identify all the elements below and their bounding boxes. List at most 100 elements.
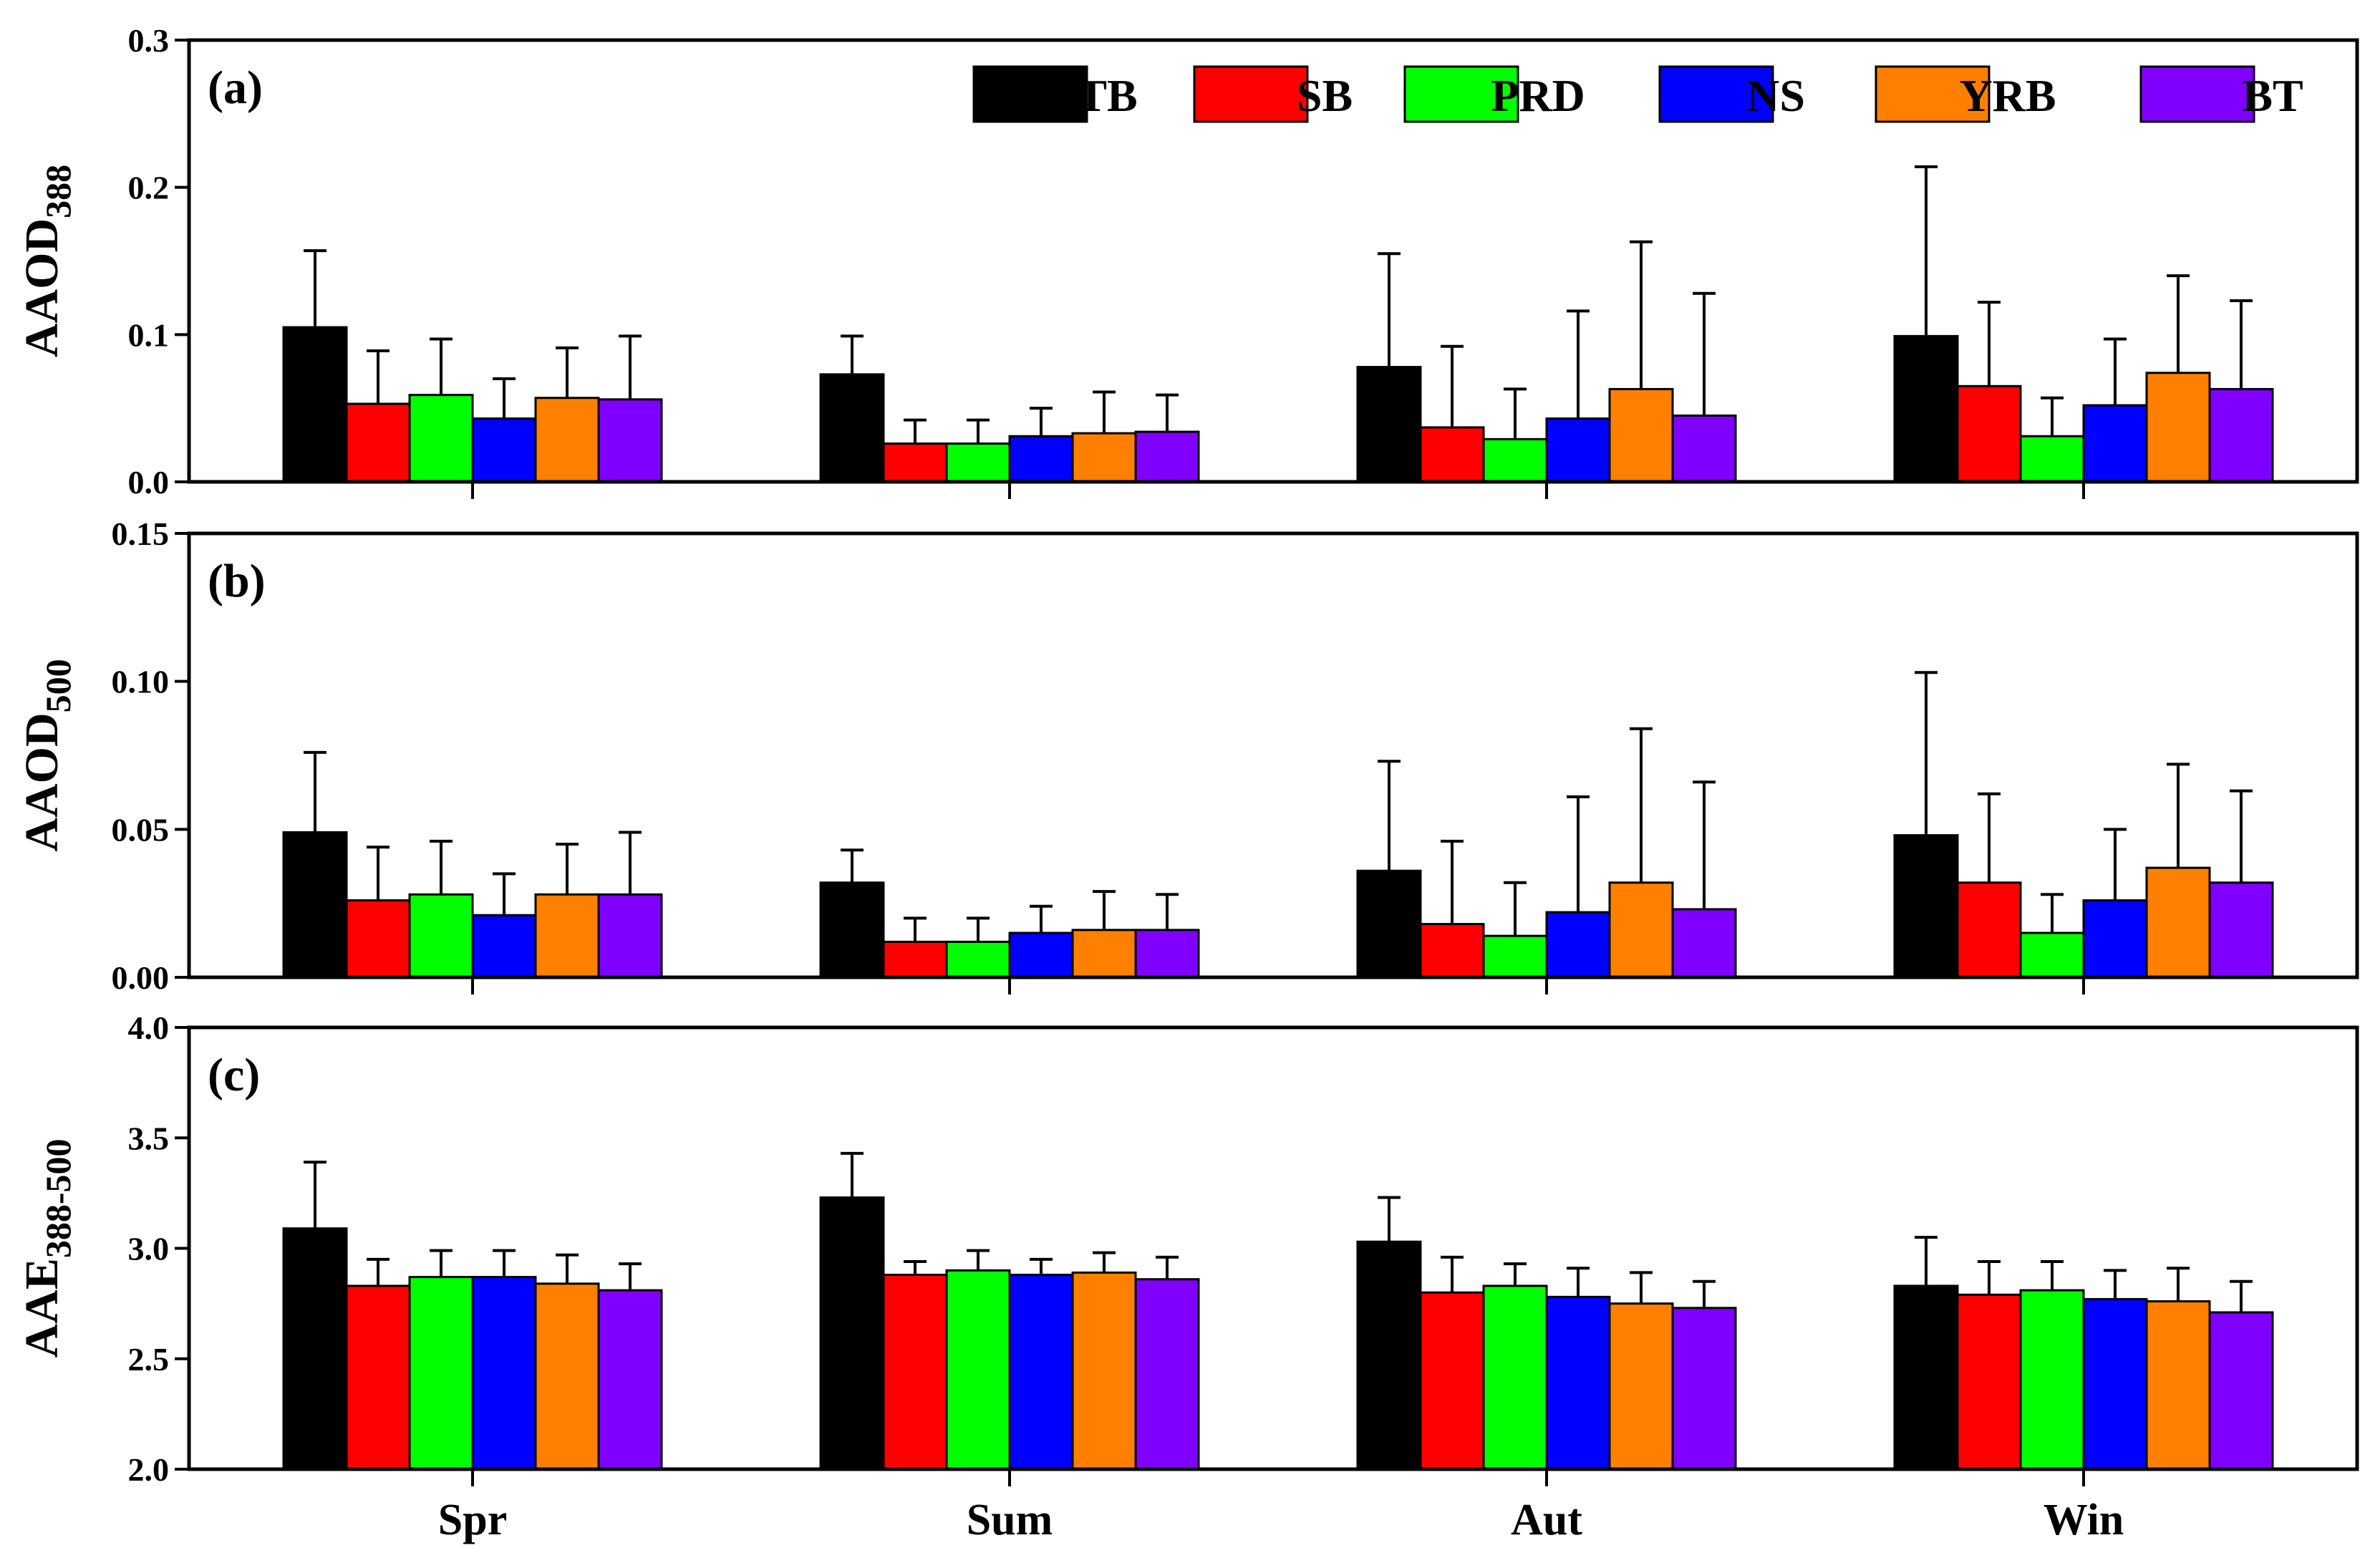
panel-label: (c) (208, 1049, 260, 1101)
bar-sb-sum (882, 1274, 948, 1471)
bar-ns-aut (1545, 911, 1611, 979)
bar-prd-spr (408, 1276, 474, 1471)
legend-label-tb: TB (1076, 70, 1137, 121)
bar-bt-sum (1134, 929, 1200, 979)
bar-bt-spr (597, 893, 663, 979)
bar-prd-aut (1482, 1284, 1548, 1471)
legend-swatch-yrb (1875, 65, 1991, 123)
bar-tb-sum (819, 373, 885, 483)
y-tick-label: 0.10 (112, 664, 170, 700)
bar-prd-win (2019, 931, 2085, 979)
bar-ns-win (2082, 404, 2148, 483)
y-tick-label: 0.3 (128, 22, 170, 59)
bar-tb-win (1893, 334, 1959, 483)
bar-tb-spr (282, 326, 348, 483)
bar-ns-spr (471, 417, 537, 483)
bar-ns-aut (1545, 1295, 1611, 1471)
bar-bt-aut (1671, 1307, 1737, 1471)
bar-tb-sum (819, 1196, 885, 1471)
legend-label-prd: PRD (1491, 70, 1585, 121)
category-label-win: Win (2043, 1496, 2124, 1544)
bar-prd-spr (408, 394, 474, 483)
bar-yrb-sum (1071, 929, 1137, 979)
chart-panels: 0.0 0.1 0.2 0.3 (a) AAOD388 0.00 0.05 0.10 0.15 (b… (16, 22, 2359, 1488)
bar-yrb-sum (1071, 432, 1137, 483)
bar-tb-aut (1356, 869, 1422, 979)
bar-sb-spr (345, 899, 411, 979)
bar-yrb-aut (1608, 1302, 1674, 1471)
legend-label-sb: SB (1297, 70, 1353, 121)
bar-tb-aut (1356, 366, 1422, 483)
bar-tb-win (1893, 834, 1959, 979)
legend-swatch-bt (2139, 65, 2255, 123)
bar-ns-spr (471, 1276, 537, 1471)
plot-frame (187, 38, 2359, 484)
bar-bt-spr (597, 1289, 663, 1471)
category-label-spr: Spr (438, 1496, 507, 1544)
bar-bt-aut (1671, 414, 1737, 483)
bar-ns-spr (471, 914, 537, 979)
y-tick-label: 0.00 (112, 959, 170, 996)
bar-tb-spr (282, 831, 348, 979)
panel-1: 0.00 0.05 0.10 0.15 (b) AAOD500 (16, 516, 2359, 996)
bar-prd-win (2019, 435, 2085, 483)
bar-sb-win (1956, 1293, 2022, 1471)
bar-ns-win (2082, 1297, 2148, 1471)
y-axis-title: AAE388-500 (16, 1138, 78, 1358)
legend-label-bt: BT (2242, 70, 2303, 121)
bar-sb-sum (882, 940, 948, 979)
panel-0: 0.0 0.1 0.2 0.3 (a) AAOD388 (16, 22, 2359, 500)
bar-ns-sum (1008, 1274, 1074, 1471)
panel-2: 2.0 2.5 3.0 3.5 4.0 (c) AAE388-500 (16, 1010, 2359, 1488)
bar-sb-aut (1419, 426, 1485, 483)
bar-prd-win (2019, 1289, 2085, 1471)
bar-bt-sum (1134, 430, 1200, 483)
bar-bt-sum (1134, 1278, 1200, 1471)
y-tick-label: 3.0 (128, 1231, 170, 1267)
bar-sb-spr (345, 1284, 411, 1471)
bar-tb-spr (282, 1227, 348, 1471)
bar-bt-win (2208, 387, 2274, 483)
bar-bt-win (2208, 1311, 2274, 1471)
y-tick-label: 0.1 (128, 316, 170, 353)
bar-bt-win (2208, 881, 2274, 979)
y-tick-label: 2.0 (128, 1451, 170, 1488)
y-axis-title: AAOD388 (16, 165, 78, 357)
bar-yrb-win (2145, 866, 2211, 979)
bar-yrb-sum (1071, 1271, 1137, 1471)
legend: TB SB PRD NS YRB BT (972, 65, 2303, 123)
bar-ns-sum (1008, 435, 1074, 483)
plot-frame (187, 531, 2359, 979)
bar-yrb-spr (534, 1282, 600, 1471)
bar-sb-sum (882, 442, 948, 483)
bar-prd-sum (945, 1269, 1011, 1471)
y-tick-label: 0.0 (128, 464, 170, 500)
bar-yrb-spr (534, 397, 600, 483)
y-tick-label: 4.0 (128, 1010, 170, 1046)
bar-sb-spr (345, 402, 411, 483)
y-tick-label: 0.15 (112, 516, 170, 552)
bar-ns-aut (1545, 417, 1611, 483)
bar-yrb-spr (534, 893, 600, 979)
bar-sb-win (1956, 384, 2022, 483)
panel-label: (a) (208, 62, 263, 114)
bar-bt-spr (597, 398, 663, 483)
legend-swatch-prd (1403, 65, 1519, 123)
bar-ns-win (2082, 899, 2148, 979)
bar-sb-win (1956, 881, 2022, 979)
category-label-sum: Sum (967, 1496, 1053, 1544)
y-tick-label: 0.2 (128, 170, 170, 206)
bar-prd-sum (945, 442, 1011, 483)
bar-ns-sum (1008, 931, 1074, 979)
bar-tb-aut (1356, 1240, 1422, 1471)
y-tick-label: 0.05 (112, 811, 170, 848)
category-label-aut: Aut (1511, 1496, 1582, 1544)
bar-tb-sum (819, 881, 885, 979)
bar-sb-aut (1419, 923, 1485, 979)
bar-tb-win (1893, 1284, 1959, 1471)
bar-prd-aut (1482, 934, 1548, 979)
bar-prd-aut (1482, 437, 1548, 483)
bar-sb-aut (1419, 1291, 1485, 1471)
y-tick-label: 3.5 (128, 1120, 170, 1156)
